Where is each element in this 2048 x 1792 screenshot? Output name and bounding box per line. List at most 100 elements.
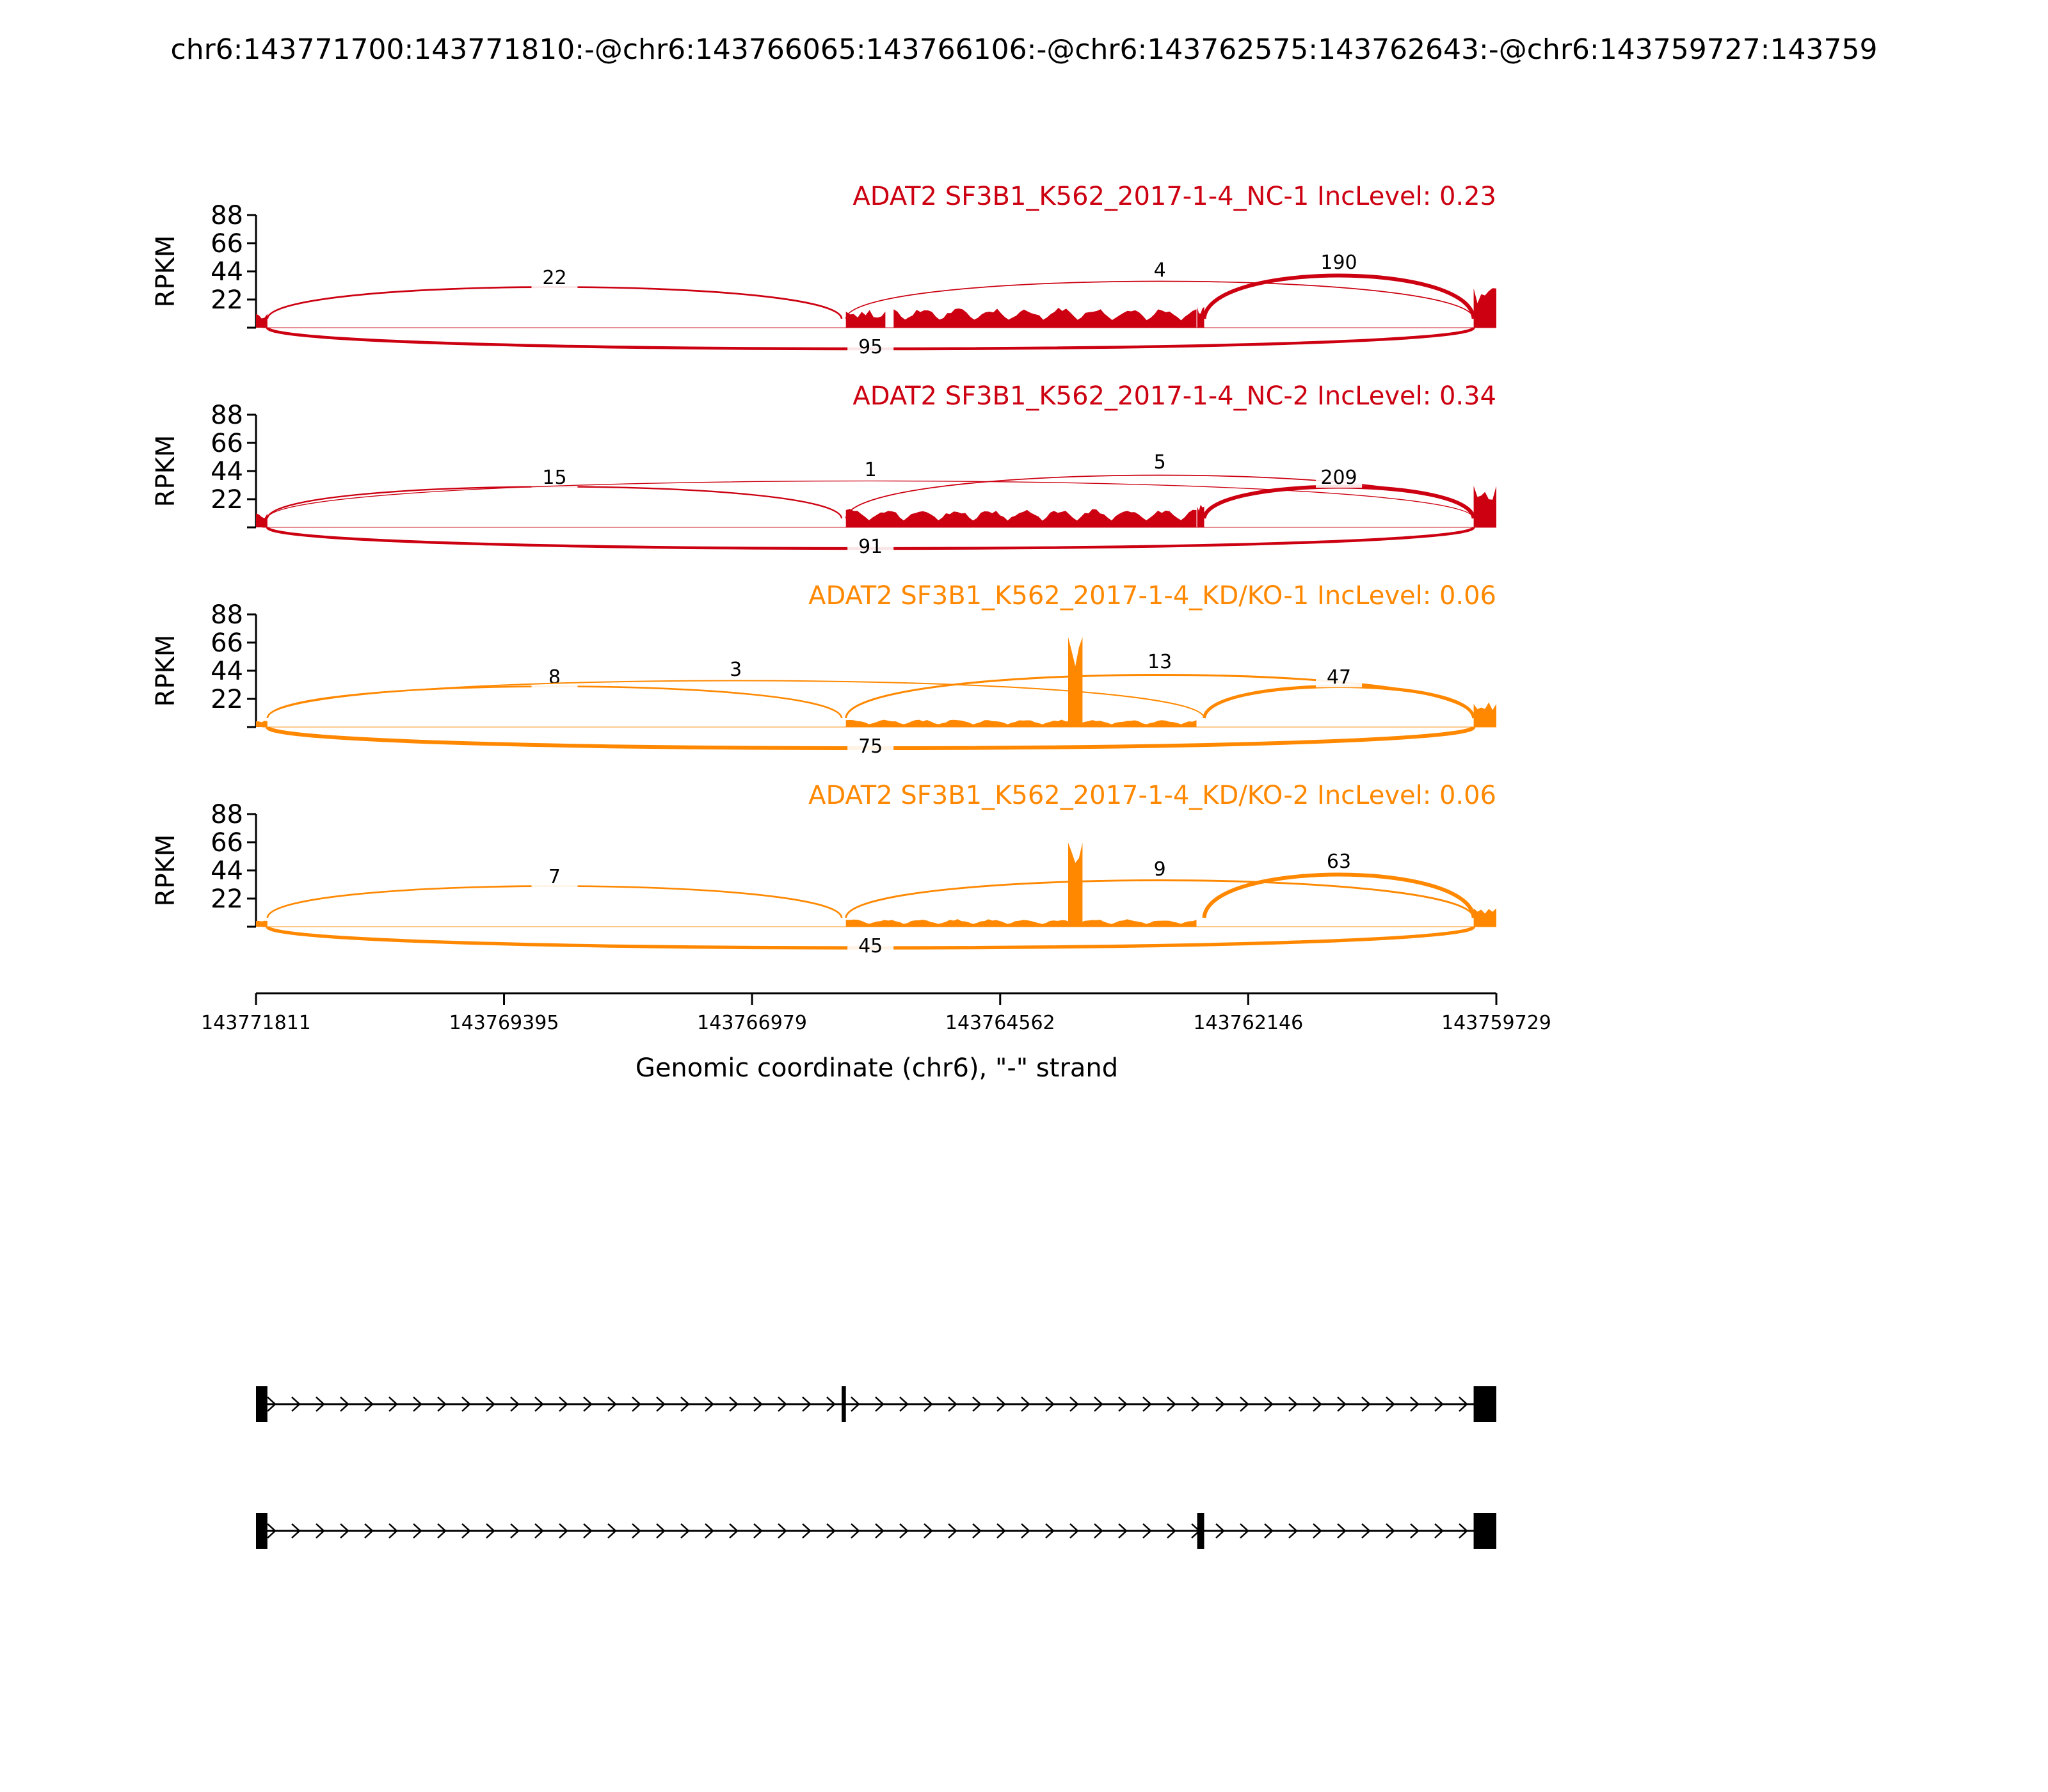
junction-label-bg	[1137, 452, 1183, 472]
strand-arrow	[1118, 1396, 1128, 1412]
strand-arrow	[364, 1396, 374, 1412]
strand-arrow	[899, 1523, 909, 1539]
junction-arc	[1203, 685, 1476, 719]
strand-arrow	[1361, 1396, 1371, 1412]
y-axis-label: RPKM	[151, 236, 180, 308]
coverage-area	[256, 314, 268, 328]
exon-block	[256, 1513, 268, 1549]
strand-arrow	[1118, 1523, 1128, 1539]
strand-arrow	[1410, 1523, 1420, 1539]
y-tick-label: 22	[211, 685, 243, 714]
strand-arrow	[1142, 1396, 1152, 1412]
junction-label-bg	[531, 268, 578, 288]
junction-count: 8	[548, 666, 561, 689]
junction-count: 91	[858, 536, 883, 558]
strand-arrow	[388, 1396, 398, 1412]
junction-arc	[266, 680, 1205, 719]
strand-arrow	[875, 1523, 884, 1539]
junction-arc	[1202, 484, 1476, 519]
strand-arrow	[340, 1396, 349, 1412]
strand-arrow	[1069, 1396, 1079, 1412]
coverage-area	[256, 513, 268, 527]
strand-arrow	[1045, 1523, 1055, 1539]
junction-arc	[266, 286, 843, 319]
strand-arrow	[632, 1523, 641, 1539]
strand-arrow	[778, 1523, 787, 1539]
strand-arrow	[1167, 1523, 1176, 1539]
strand-arrow	[1215, 1396, 1225, 1412]
strand-arrow	[364, 1523, 374, 1539]
y-tick-label: 88	[211, 800, 243, 829]
junction-arc	[1202, 273, 1476, 319]
exon-block	[1197, 1513, 1204, 1549]
junction-count: 209	[1320, 467, 1357, 489]
junction-label-bg	[1137, 859, 1183, 879]
strand-arrow	[1264, 1523, 1274, 1539]
junction-arc	[266, 885, 843, 918]
x-tick-label: 143769395	[449, 1012, 559, 1034]
coverage-area	[845, 310, 886, 328]
strand-arrow	[1313, 1523, 1322, 1539]
strand-arrow	[1337, 1523, 1347, 1539]
y-axis-label: RPKM	[151, 435, 180, 508]
strand-arrow	[1094, 1523, 1103, 1539]
junction-label-bg	[847, 337, 894, 357]
coverage-area	[1068, 637, 1083, 727]
strand-arrow	[461, 1396, 471, 1412]
y-tick-label: 88	[211, 201, 243, 230]
strand-arrow	[534, 1396, 544, 1412]
strand-arrow	[680, 1396, 690, 1412]
coverage-area	[845, 719, 1197, 727]
y-tick-label: 44	[211, 257, 243, 287]
strand-arrow	[826, 1396, 836, 1412]
junction-count: 75	[858, 735, 883, 758]
x-tick-label: 143771811	[201, 1012, 311, 1034]
y-tick-label: 22	[211, 285, 243, 315]
isoform-track	[256, 1513, 1496, 1549]
coverage-area	[893, 307, 1197, 328]
strand-arrow	[291, 1523, 301, 1539]
strand-arrow	[1313, 1396, 1322, 1412]
strand-arrow	[1069, 1523, 1079, 1539]
junction-label-bg	[1316, 851, 1363, 872]
strand-arrow	[729, 1523, 739, 1539]
strand-arrow	[1410, 1396, 1420, 1412]
coverage-area	[256, 920, 268, 927]
panel-label: ADAT2 SF3B1_K562_2017-1-4_NC-2 IncLevel:…	[852, 381, 1496, 411]
x-axis-label: Genomic coordinate (chr6), "-" strand	[636, 1053, 1118, 1083]
junction-count: 45	[858, 935, 883, 957]
x-axis: 143771811 143769395 143766979 143764562 1437…	[201, 992, 1551, 1034]
coverage-area	[1473, 288, 1496, 328]
strand-arrow	[510, 1523, 520, 1539]
y-tick-label: 44	[211, 856, 243, 886]
junction-label-bg	[531, 467, 578, 488]
y-tick-label: 22	[211, 884, 243, 914]
exon-block	[1473, 1386, 1496, 1422]
junction-count: 13	[1148, 651, 1172, 673]
strand-arrow	[753, 1523, 763, 1539]
y-axis-label: RPKM	[151, 635, 180, 707]
strand-arrow	[1021, 1523, 1030, 1539]
coverage-area	[845, 919, 1197, 927]
strand-arrow	[1434, 1523, 1444, 1539]
junction-label-bg	[847, 536, 894, 557]
strand-arrow	[924, 1396, 933, 1412]
strand-arrow	[1240, 1396, 1249, 1412]
x-tick-label: 143766979	[697, 1012, 807, 1034]
strand-arrow	[413, 1523, 422, 1539]
strand-arrow	[486, 1396, 495, 1412]
junction-label-bg	[847, 736, 894, 756]
strand-arrow	[826, 1523, 836, 1539]
junction-label-bg	[847, 460, 894, 480]
strand-arrow	[461, 1523, 471, 1539]
strand-arrow	[413, 1396, 422, 1412]
junction-count: 190	[1320, 252, 1357, 274]
strand-arrow	[632, 1396, 641, 1412]
coverage-area	[1197, 504, 1204, 527]
junction-arc	[1202, 872, 1476, 918]
junction-arc	[845, 280, 1475, 319]
junction-arc	[845, 673, 1475, 719]
strand-arrow	[924, 1523, 933, 1539]
